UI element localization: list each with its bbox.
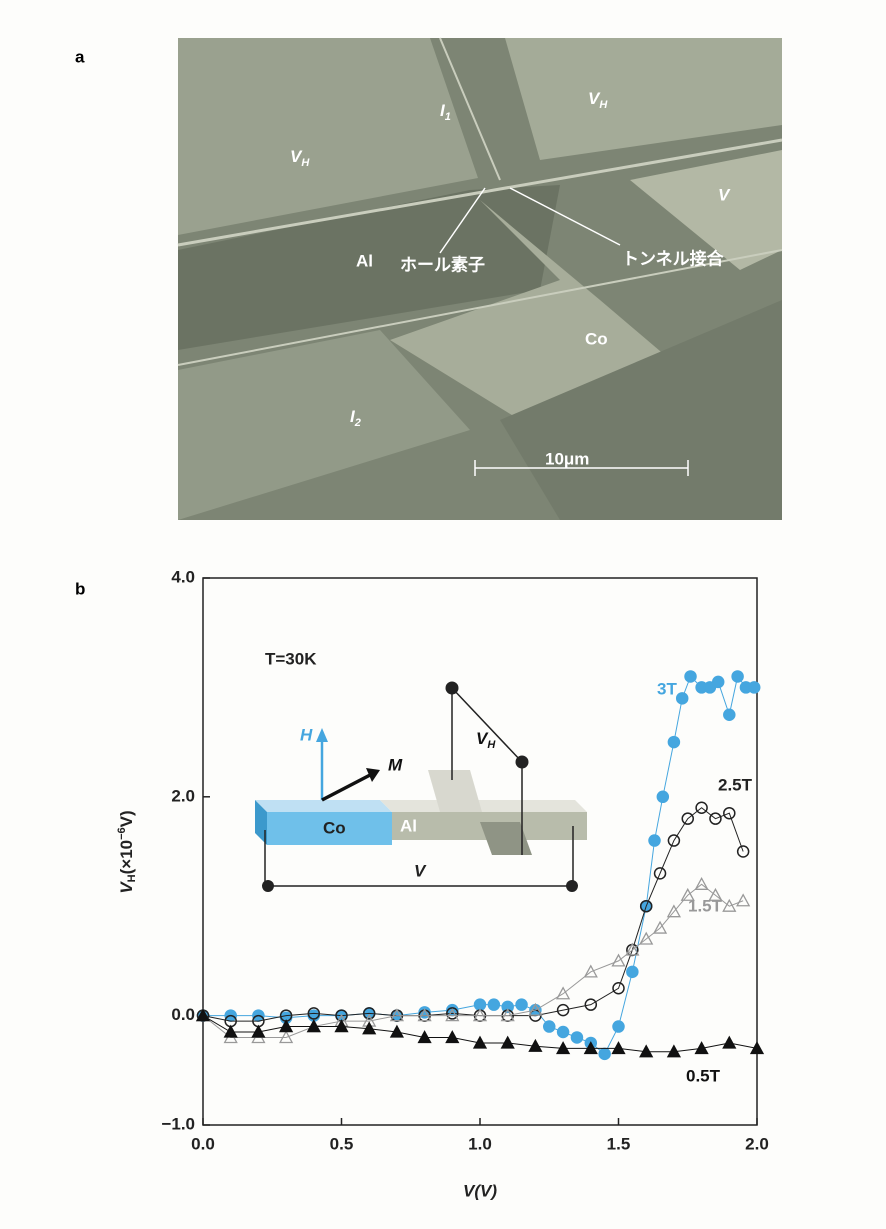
annotation: T=30K — [265, 649, 317, 668]
series-label: 2.5T — [718, 775, 753, 794]
data-point — [488, 999, 499, 1010]
y-tick-label: 0.0 — [171, 1005, 195, 1024]
x-tick-label: 0.0 — [191, 1134, 215, 1153]
label-v: V — [718, 185, 731, 204]
panel-label: b — [75, 579, 85, 598]
data-point — [732, 671, 743, 682]
page: a I1 VH VH V Al ホール素子 トンネル接合 Co I2 10μm … — [0, 0, 886, 1229]
x-tick-label: 1.0 — [468, 1134, 492, 1153]
label-exp: −6 — [116, 827, 128, 840]
label-rest: (×10 — [117, 840, 136, 875]
data-point — [649, 835, 660, 846]
inset-label: M — [388, 755, 403, 774]
panel-label: a — [75, 47, 85, 66]
x-tick-label: 2.0 — [745, 1134, 769, 1153]
data-point — [677, 693, 688, 704]
data-point — [516, 999, 527, 1010]
label-al: Al — [356, 251, 373, 270]
x-axis-label: V(V) — [463, 1181, 497, 1200]
inset-label: H — [300, 725, 313, 744]
data-point — [627, 966, 638, 977]
series-label: 3T — [657, 679, 677, 698]
label-sub: H — [599, 99, 608, 111]
x-tick-label: 0.5 — [330, 1134, 354, 1153]
label-hall: ホール素子 — [400, 255, 485, 274]
inset-label: V — [414, 861, 427, 880]
label-end: V) — [117, 810, 136, 827]
data-point — [685, 671, 696, 682]
x-tick-label: 1.5 — [607, 1134, 631, 1153]
label-co: Co — [585, 329, 608, 348]
data-point — [657, 791, 668, 802]
label-sub: H — [126, 874, 138, 882]
label-sub: H — [487, 739, 496, 751]
data-point — [749, 682, 760, 693]
data-point — [713, 676, 724, 687]
sem-image — [178, 38, 782, 520]
label-sub: 2 — [354, 417, 361, 429]
data-point — [724, 709, 735, 720]
series-label: 1.5T — [688, 896, 723, 915]
inset-label: Al — [400, 816, 417, 835]
data-point — [613, 1021, 624, 1032]
data-point — [599, 1048, 610, 1059]
data-point — [571, 1032, 582, 1043]
data-point — [558, 1027, 569, 1038]
y-tick-label: 2.0 — [171, 786, 195, 805]
series-label: 0.5T — [686, 1066, 721, 1085]
data-point — [544, 1021, 555, 1032]
label-sub: H — [301, 157, 310, 169]
data-point — [668, 737, 679, 748]
y-tick-label: −1.0 — [161, 1114, 195, 1133]
scale-bar-label: 10μm — [545, 449, 589, 468]
inset-label: Co — [323, 818, 346, 837]
label-tunnel: トンネル接合 — [622, 248, 725, 268]
label-sub: 1 — [445, 111, 451, 123]
y-tick-label: 4.0 — [171, 567, 195, 586]
figure: a I1 VH VH V Al ホール素子 トンネル接合 Co I2 10μm … — [0, 0, 886, 1229]
